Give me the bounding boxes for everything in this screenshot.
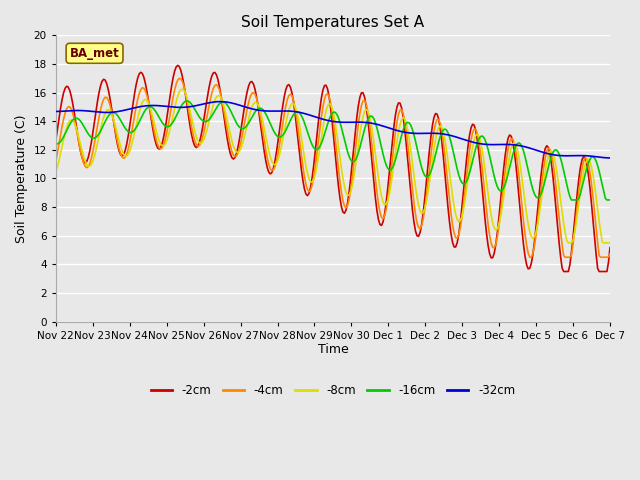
- -32cm: [606, 155, 614, 161]
- -8cm: [237, 145, 245, 151]
- Text: BA_met: BA_met: [70, 47, 120, 60]
- -4cm: [120, 156, 127, 161]
- -4cm: [296, 139, 303, 144]
- -4cm: [579, 165, 586, 170]
- -2cm: [52, 137, 60, 143]
- -32cm: [246, 106, 254, 111]
- -2cm: [606, 245, 614, 251]
- -4cm: [246, 94, 254, 99]
- -2cm: [246, 79, 254, 85]
- -2cm: [237, 126, 245, 132]
- -32cm: [237, 103, 245, 108]
- -8cm: [120, 151, 127, 157]
- Title: Soil Temperatures Set A: Soil Temperatures Set A: [241, 15, 424, 30]
- -8cm: [606, 240, 614, 246]
- -4cm: [219, 100, 227, 106]
- -2cm: [174, 62, 182, 68]
- -32cm: [120, 108, 127, 113]
- -4cm: [52, 158, 60, 164]
- -2cm: [296, 153, 303, 158]
- -32cm: [577, 153, 584, 158]
- -16cm: [183, 98, 191, 104]
- -16cm: [568, 197, 575, 203]
- Line: -32cm: -32cm: [56, 102, 610, 158]
- -2cm: [579, 156, 586, 162]
- -4cm: [606, 251, 614, 257]
- Y-axis label: Soil Temperature (C): Soil Temperature (C): [15, 114, 28, 243]
- Line: -4cm: -4cm: [56, 78, 610, 257]
- -2cm: [120, 152, 127, 157]
- -4cm: [175, 75, 183, 81]
- -16cm: [237, 125, 245, 131]
- -16cm: [579, 184, 586, 190]
- -2cm: [560, 269, 568, 275]
- -8cm: [52, 168, 60, 174]
- -8cm: [564, 240, 572, 246]
- -8cm: [296, 124, 303, 130]
- -16cm: [120, 123, 127, 129]
- X-axis label: Time: Time: [317, 343, 348, 357]
- -16cm: [219, 99, 227, 105]
- -8cm: [246, 109, 254, 115]
- -4cm: [237, 138, 245, 144]
- -16cm: [606, 197, 614, 203]
- Line: -2cm: -2cm: [56, 65, 610, 272]
- -32cm: [219, 99, 227, 105]
- Line: -16cm: -16cm: [56, 101, 610, 200]
- Legend: -2cm, -4cm, -8cm, -16cm, -32cm: -2cm, -4cm, -8cm, -16cm, -32cm: [146, 379, 520, 402]
- -8cm: [219, 99, 227, 105]
- -4cm: [526, 254, 534, 260]
- -16cm: [52, 141, 60, 147]
- -2cm: [219, 103, 227, 109]
- -16cm: [296, 110, 303, 116]
- -16cm: [246, 117, 254, 123]
- -32cm: [296, 109, 303, 115]
- -8cm: [179, 86, 186, 92]
- -32cm: [216, 99, 223, 105]
- Line: -8cm: -8cm: [56, 89, 610, 243]
- -8cm: [579, 177, 586, 182]
- -32cm: [52, 108, 60, 114]
